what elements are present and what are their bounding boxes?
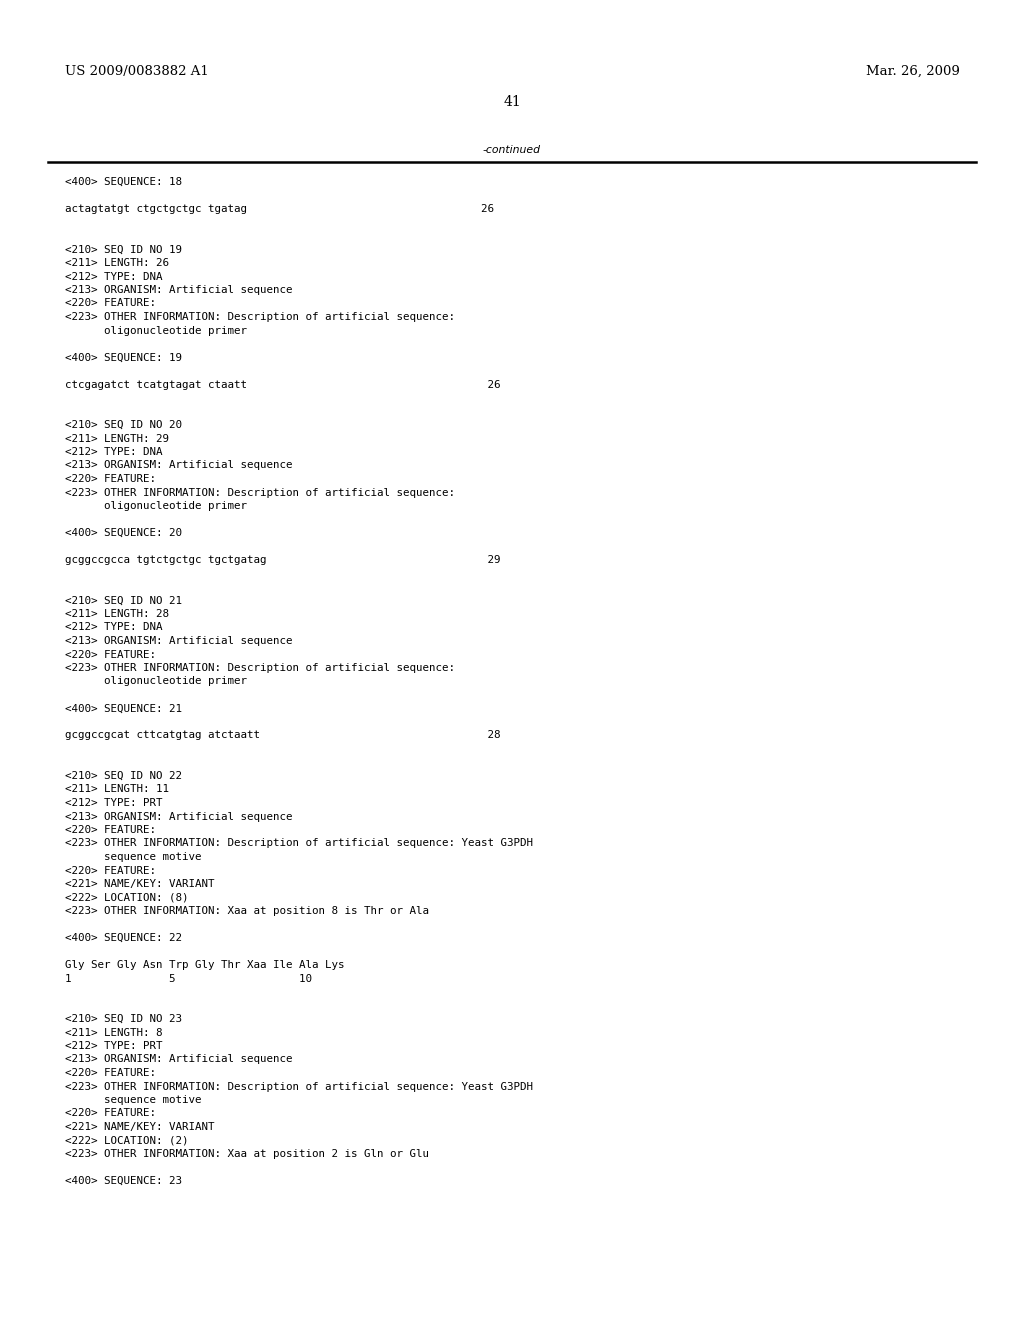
Text: <400> SEQUENCE: 19: <400> SEQUENCE: 19 (65, 352, 182, 363)
Text: <221> NAME/KEY: VARIANT: <221> NAME/KEY: VARIANT (65, 879, 214, 888)
Text: oligonucleotide primer: oligonucleotide primer (65, 502, 247, 511)
Text: gcggccgcat cttcatgtag atctaatt                                   28: gcggccgcat cttcatgtag atctaatt 28 (65, 730, 501, 741)
Text: <400> SEQUENCE: 23: <400> SEQUENCE: 23 (65, 1176, 182, 1185)
Text: <211> LENGTH: 11: <211> LENGTH: 11 (65, 784, 169, 795)
Text: <223> OTHER INFORMATION: Description of artificial sequence: Yeast G3PDH: <223> OTHER INFORMATION: Description of … (65, 1081, 534, 1092)
Text: <211> LENGTH: 28: <211> LENGTH: 28 (65, 609, 169, 619)
Text: <212> TYPE: PRT: <212> TYPE: PRT (65, 799, 163, 808)
Text: <213> ORGANISM: Artificial sequence: <213> ORGANISM: Artificial sequence (65, 636, 293, 645)
Text: <213> ORGANISM: Artificial sequence: <213> ORGANISM: Artificial sequence (65, 812, 293, 821)
Text: <213> ORGANISM: Artificial sequence: <213> ORGANISM: Artificial sequence (65, 461, 293, 470)
Text: <400> SEQUENCE: 18: <400> SEQUENCE: 18 (65, 177, 182, 187)
Text: Mar. 26, 2009: Mar. 26, 2009 (866, 65, 961, 78)
Text: <220> FEATURE:: <220> FEATURE: (65, 474, 156, 484)
Text: <210> SEQ ID NO 22: <210> SEQ ID NO 22 (65, 771, 182, 781)
Text: 41: 41 (503, 95, 521, 110)
Text: <212> TYPE: DNA: <212> TYPE: DNA (65, 447, 163, 457)
Text: oligonucleotide primer: oligonucleotide primer (65, 326, 247, 335)
Text: <400> SEQUENCE: 21: <400> SEQUENCE: 21 (65, 704, 182, 714)
Text: <220> FEATURE:: <220> FEATURE: (65, 298, 156, 309)
Text: <210> SEQ ID NO 23: <210> SEQ ID NO 23 (65, 1014, 182, 1024)
Text: gcggccgcca tgtctgctgc tgctgatag                                  29: gcggccgcca tgtctgctgc tgctgatag 29 (65, 554, 501, 565)
Text: US 2009/0083882 A1: US 2009/0083882 A1 (65, 65, 209, 78)
Text: oligonucleotide primer: oligonucleotide primer (65, 676, 247, 686)
Text: <210> SEQ ID NO 21: <210> SEQ ID NO 21 (65, 595, 182, 606)
Text: <212> TYPE: PRT: <212> TYPE: PRT (65, 1041, 163, 1051)
Text: <400> SEQUENCE: 20: <400> SEQUENCE: 20 (65, 528, 182, 539)
Text: <212> TYPE: DNA: <212> TYPE: DNA (65, 623, 163, 632)
Text: Gly Ser Gly Asn Trp Gly Thr Xaa Ile Ala Lys: Gly Ser Gly Asn Trp Gly Thr Xaa Ile Ala … (65, 960, 344, 970)
Text: <211> LENGTH: 29: <211> LENGTH: 29 (65, 433, 169, 444)
Text: <213> ORGANISM: Artificial sequence: <213> ORGANISM: Artificial sequence (65, 1055, 293, 1064)
Text: sequence motive: sequence motive (65, 1096, 202, 1105)
Text: <223> OTHER INFORMATION: Description of artificial sequence:: <223> OTHER INFORMATION: Description of … (65, 663, 455, 673)
Text: actagtatgt ctgctgctgc tgatag                                    26: actagtatgt ctgctgctgc tgatag 26 (65, 205, 494, 214)
Text: <220> FEATURE:: <220> FEATURE: (65, 866, 156, 875)
Text: <221> NAME/KEY: VARIANT: <221> NAME/KEY: VARIANT (65, 1122, 214, 1133)
Text: <220> FEATURE:: <220> FEATURE: (65, 1068, 156, 1078)
Text: 1               5                   10: 1 5 10 (65, 974, 312, 983)
Text: <223> OTHER INFORMATION: Description of artificial sequence:: <223> OTHER INFORMATION: Description of … (65, 487, 455, 498)
Text: <223> OTHER INFORMATION: Description of artificial sequence:: <223> OTHER INFORMATION: Description of … (65, 312, 455, 322)
Text: <212> TYPE: DNA: <212> TYPE: DNA (65, 272, 163, 281)
Text: <211> LENGTH: 26: <211> LENGTH: 26 (65, 257, 169, 268)
Text: <210> SEQ ID NO 20: <210> SEQ ID NO 20 (65, 420, 182, 430)
Text: <223> OTHER INFORMATION: Xaa at position 8 is Thr or Ala: <223> OTHER INFORMATION: Xaa at position… (65, 906, 429, 916)
Text: -continued: -continued (483, 145, 541, 154)
Text: sequence motive: sequence motive (65, 851, 202, 862)
Text: <220> FEATURE:: <220> FEATURE: (65, 649, 156, 660)
Text: <220> FEATURE:: <220> FEATURE: (65, 1109, 156, 1118)
Text: <400> SEQUENCE: 22: <400> SEQUENCE: 22 (65, 933, 182, 942)
Text: ctcgagatct tcatgtagat ctaatt                                     26: ctcgagatct tcatgtagat ctaatt 26 (65, 380, 501, 389)
Text: <222> LOCATION: (8): <222> LOCATION: (8) (65, 892, 188, 903)
Text: <210> SEQ ID NO 19: <210> SEQ ID NO 19 (65, 244, 182, 255)
Text: <223> OTHER INFORMATION: Description of artificial sequence: Yeast G3PDH: <223> OTHER INFORMATION: Description of … (65, 838, 534, 849)
Text: <213> ORGANISM: Artificial sequence: <213> ORGANISM: Artificial sequence (65, 285, 293, 294)
Text: <223> OTHER INFORMATION: Xaa at position 2 is Gln or Glu: <223> OTHER INFORMATION: Xaa at position… (65, 1148, 429, 1159)
Text: <220> FEATURE:: <220> FEATURE: (65, 825, 156, 836)
Text: <222> LOCATION: (2): <222> LOCATION: (2) (65, 1135, 188, 1146)
Text: <211> LENGTH: 8: <211> LENGTH: 8 (65, 1027, 163, 1038)
